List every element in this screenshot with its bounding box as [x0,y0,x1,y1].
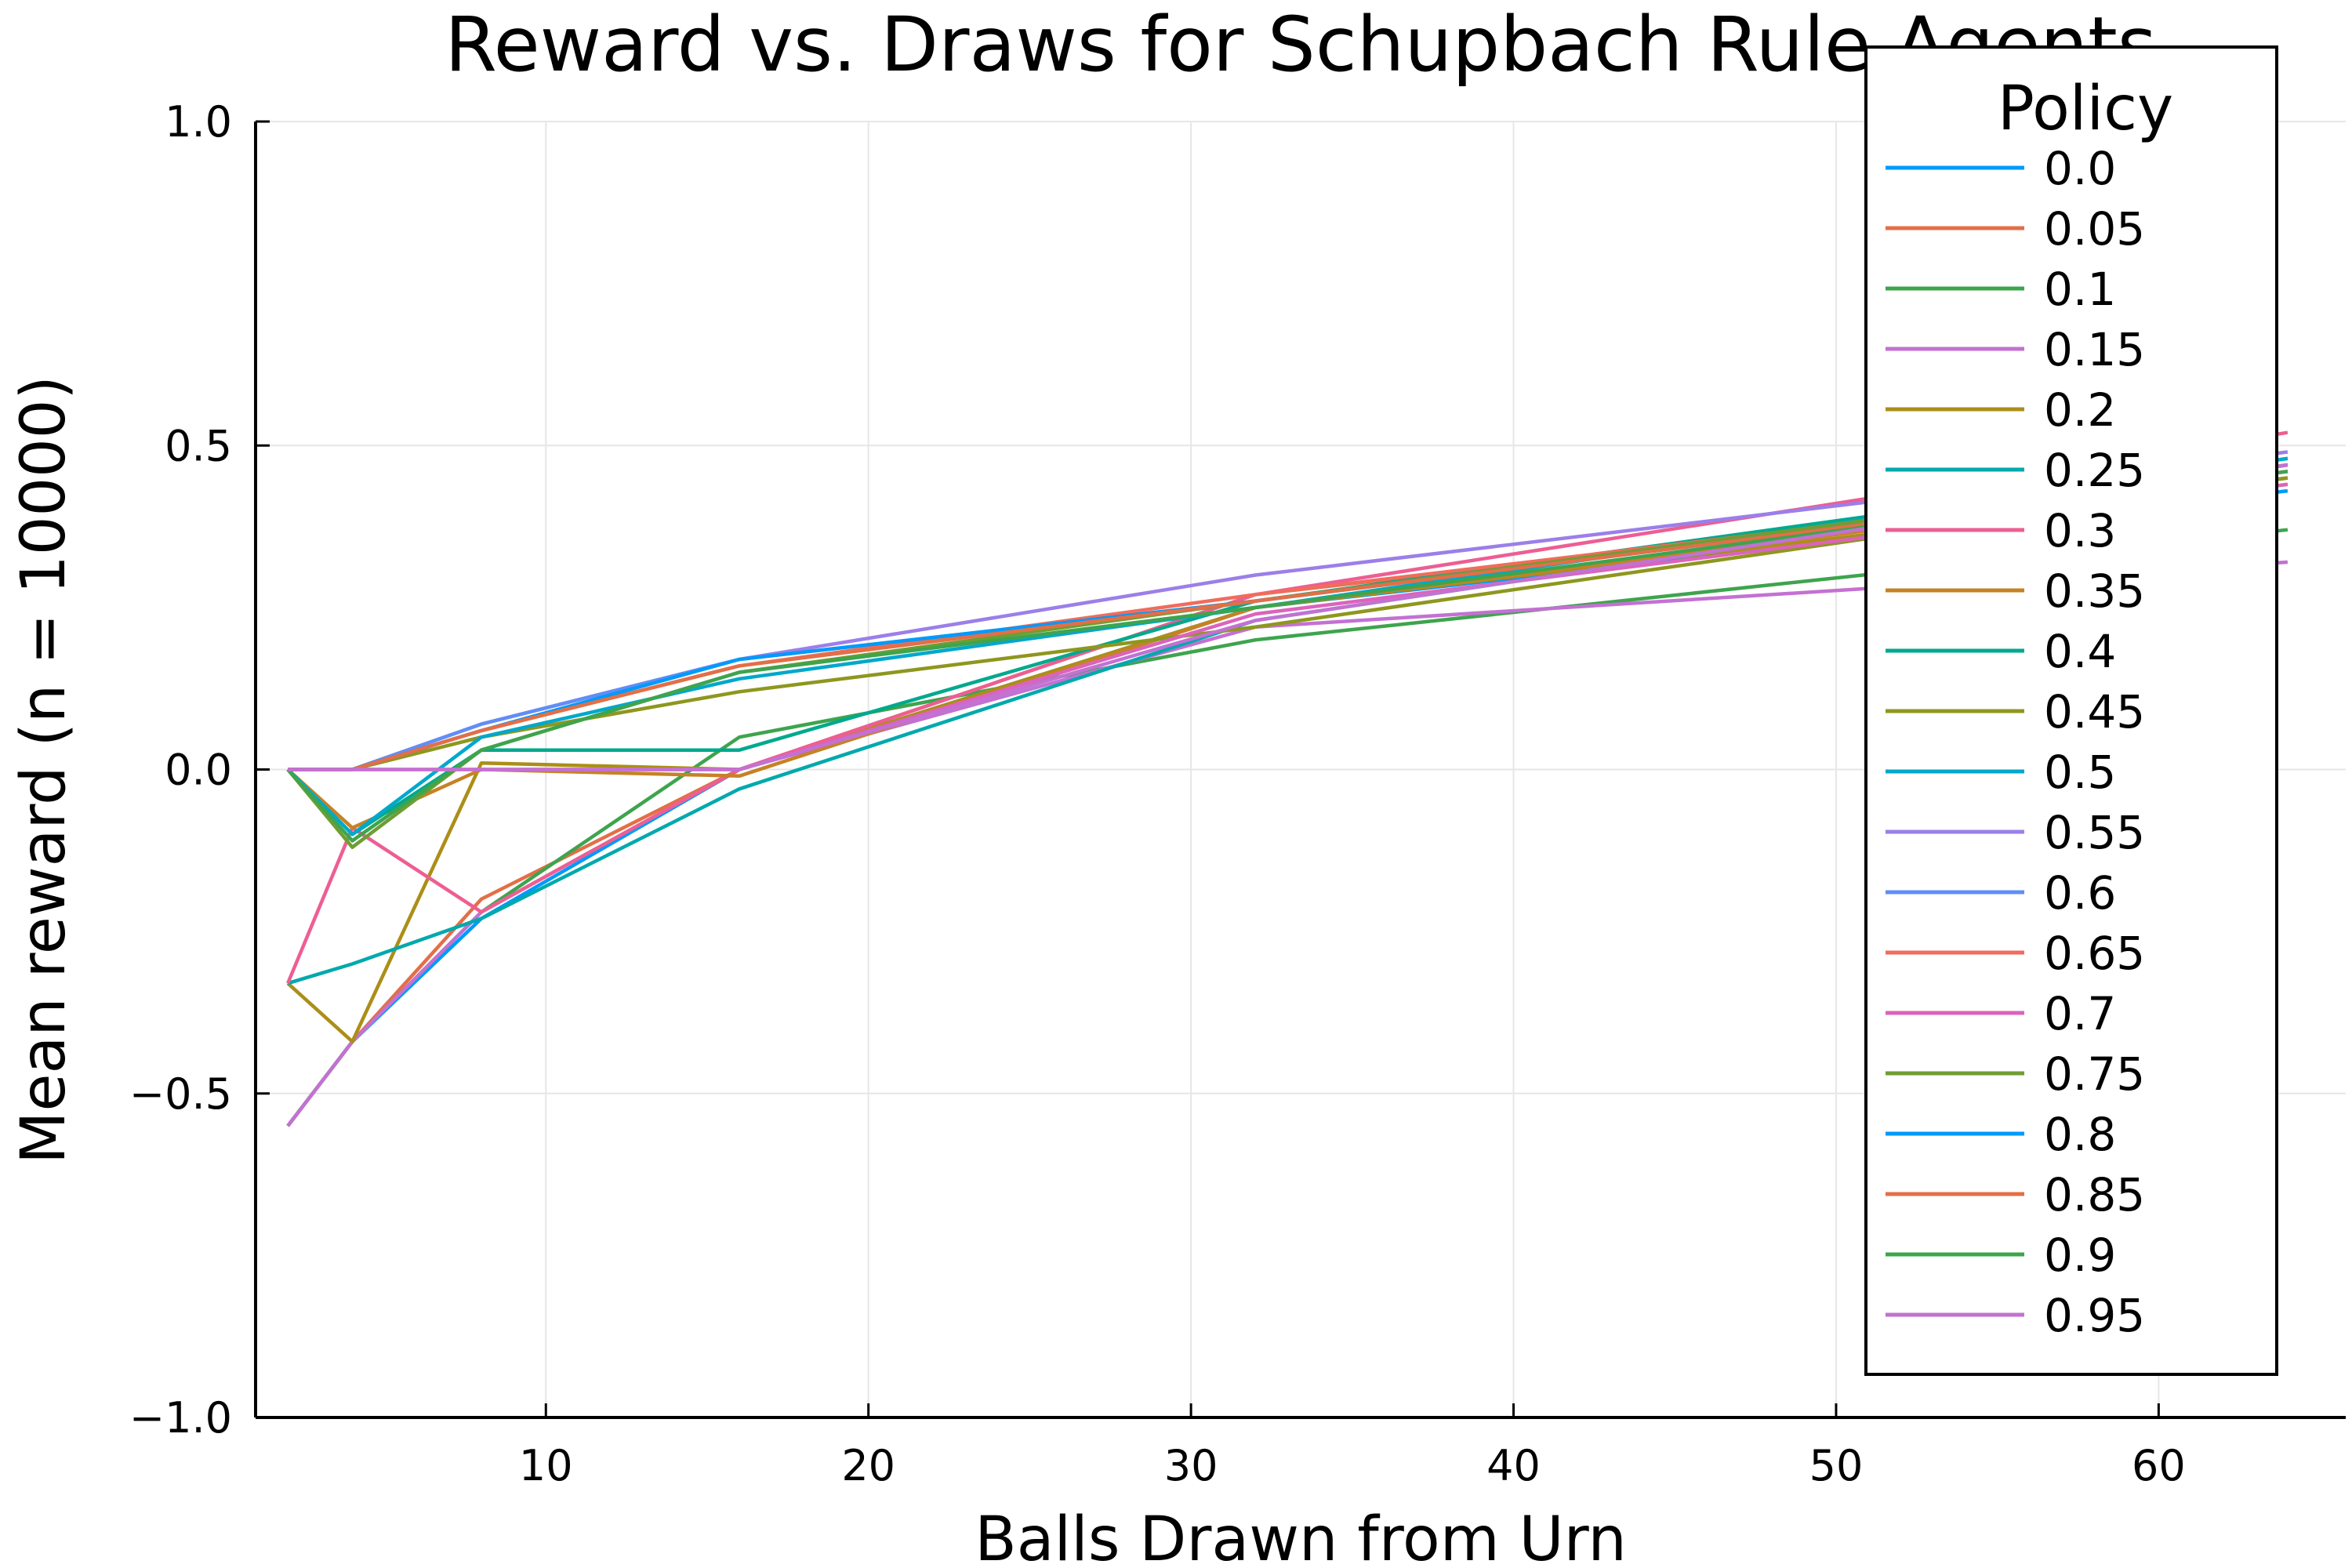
x-ticks: 10 20 30 40 50 60 [519,1403,2186,1490]
x-axis-label: Balls Drawn from Urn [975,1504,1627,1568]
legend-entry: 0.2 [1886,383,2116,437]
legend-entry: 0.35 [1886,564,2145,618]
legend-entry: 0.7 [1886,987,2116,1040]
legend-entry: 0.75 [1886,1047,2145,1101]
series-line-0.5 [286,456,2288,837]
series-line-0.3 [286,430,2288,985]
legend-label: 0.6 [2044,866,2116,920]
legend-entry: 0.6 [1886,866,2116,920]
y-tick-label: 0.5 [165,421,232,470]
legend-entry: 0.45 [1886,685,2145,739]
y-tick-label: 1.0 [165,97,232,147]
legend-label: 0.65 [2044,927,2145,980]
legend-label: 0.0 [2044,142,2116,195]
legend-entry: 0.55 [1886,806,2145,859]
legend-label: 0.4 [2044,625,2116,678]
legend-label: 0.3 [2044,504,2116,557]
legend-entry: 0.3 [1886,504,2116,557]
y-tick-label: −0.5 [129,1069,232,1119]
y-axis-label: Mean reward (n = 10000) [9,376,79,1164]
legend-label: 0.2 [2044,383,2116,437]
y-tick-label: −1.0 [129,1393,232,1443]
legend-title: Policy [1998,74,2173,144]
x-tick-label: 30 [1164,1441,1218,1490]
legend: Policy 0.00.050.10.150.20.250.30.350.40.… [1864,45,2278,1376]
x-tick-label: 10 [519,1441,573,1490]
legend-label: 0.25 [2044,444,2145,497]
legend-label: 0.35 [2044,564,2145,618]
y-ticks: −1.0 −0.5 0.0 0.5 1.0 [129,97,270,1443]
legend-entry: 0.95 [1886,1289,2145,1342]
legend-entry: 0.65 [1886,927,2145,980]
legend-entry: 0.1 [1886,263,2116,316]
legend-entry: 0.05 [1886,202,2145,256]
legend-entry: 0.8 [1886,1108,2116,1161]
x-tick-label: 50 [1809,1441,1864,1490]
legend-label: 0.45 [2044,685,2145,739]
legend-entries: 0.0 0.05 0.1 0.15 0.2 0.25 0.3 0.35 0.4 0.45 0.5 0.… [1886,142,2145,1342]
legend-label: 0.1 [2044,263,2116,316]
legend-label: 0.85 [2044,1168,2145,1221]
legend-label: 0.55 [2044,806,2145,859]
legend-label: 0.95 [2044,1289,2145,1342]
legend-entry: 0.0 [1886,142,2116,195]
x-tick-label: 40 [1486,1441,1541,1490]
legend-label: 0.5 [2044,746,2116,799]
legend-entry: 0.9 [1886,1229,2116,1282]
legend-label: 0.8 [2044,1108,2116,1161]
legend-label: 0.15 [2044,323,2145,376]
series-line-0.95 [288,463,2288,771]
series-layer [286,430,2288,1127]
legend-label: 0.05 [2044,202,2145,256]
x-tick-label: 20 [841,1441,895,1490]
legend-entry: 0.4 [1886,625,2116,678]
legend-label: 0.7 [2044,987,2116,1040]
legend-label: 0.75 [2044,1047,2145,1101]
series-line-0.9 [286,470,2288,843]
legend-label: 0.9 [2044,1229,2116,1282]
y-tick-label: 0.0 [165,746,232,795]
legend-entry: 0.15 [1886,323,2145,376]
x-tick-label: 60 [2132,1441,2186,1490]
legend-entry: 0.5 [1886,746,2116,799]
legend-entry: 0.85 [1886,1168,2145,1221]
legend-entry: 0.25 [1886,444,2145,497]
